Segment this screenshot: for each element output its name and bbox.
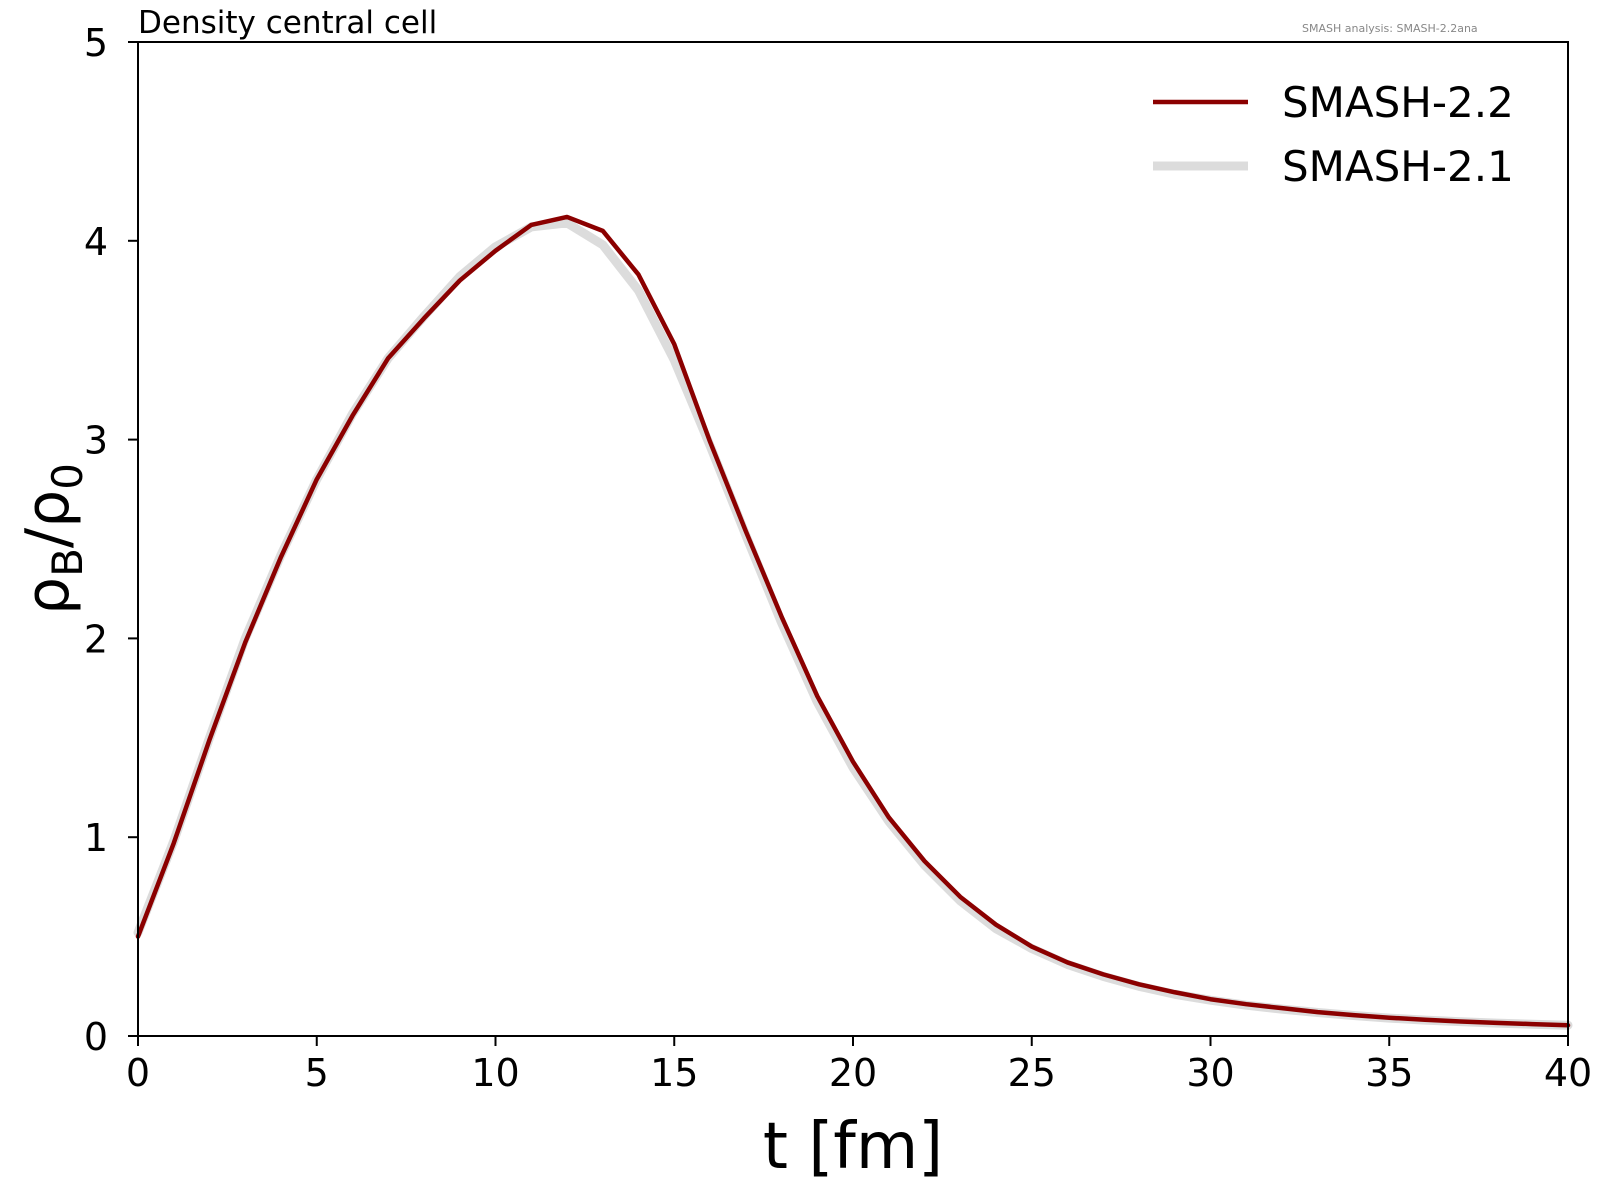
- x-tick-label: 5: [305, 1051, 329, 1095]
- y-axis-title-base-2: ρ: [13, 490, 83, 528]
- plot-frame: [137, 41, 1569, 1037]
- watermark-text: SMASH analysis: SMASH-2.2ana: [1302, 22, 1478, 35]
- series-line-smash-2-1: [133, 218, 1573, 1030]
- legend-label: SMASH-2.1: [1282, 142, 1514, 191]
- y-tick-label: 0: [84, 1015, 108, 1059]
- y-tick-label: 3: [84, 419, 108, 463]
- y-axis-title-sep: /: [13, 527, 83, 548]
- y-axis-title-sub2: 0: [43, 463, 92, 490]
- y-tick-label: 2: [84, 617, 108, 661]
- x-tick-label: 35: [1365, 1051, 1413, 1095]
- y-tick-label: 4: [84, 220, 108, 264]
- legend: SMASH-2.2 SMASH-2.1: [1153, 78, 1514, 191]
- y-tick-label: 5: [84, 21, 108, 65]
- y-axis-title: ρB/ρ0: [13, 463, 92, 615]
- x-tick-label: 20: [829, 1051, 877, 1095]
- x-tick-label: 15: [650, 1051, 698, 1095]
- y-axis-title-base: ρ: [13, 577, 83, 615]
- axis-ticks: 0 5 10 15 20 25 30 35 40 0 1 2 3 4 5: [84, 21, 1592, 1095]
- chart-title: Density central cell: [138, 5, 437, 41]
- x-tick-label: 10: [471, 1051, 519, 1095]
- y-tick-label: 1: [84, 816, 108, 860]
- series-line-smash-2-2: [135, 214, 1571, 1028]
- x-tick-label: 25: [1008, 1051, 1056, 1095]
- y-axis-title-sub1: B: [43, 548, 92, 577]
- x-axis-title: t [fm]: [763, 1110, 943, 1184]
- x-tick-label: 30: [1186, 1051, 1234, 1095]
- plot-area: [133, 214, 1573, 1030]
- x-tick-label: 0: [126, 1051, 150, 1095]
- x-tick-label: 40: [1544, 1051, 1592, 1095]
- legend-label: SMASH-2.2: [1282, 78, 1514, 127]
